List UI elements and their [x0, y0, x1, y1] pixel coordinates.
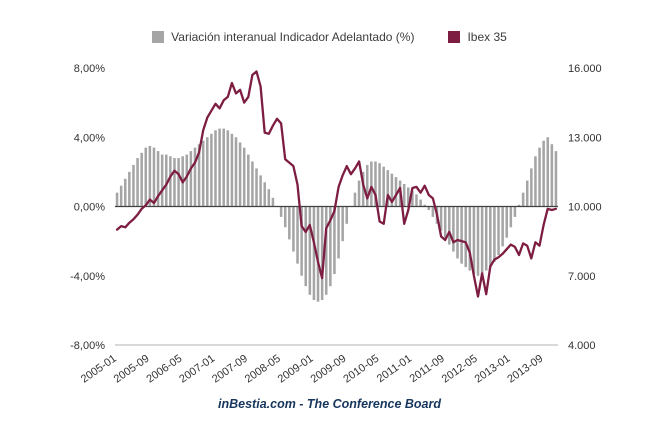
- svg-text:16.000: 16.000: [568, 63, 602, 75]
- legend-swatch-indicator-icon: [152, 31, 165, 43]
- svg-text:2009-01: 2009-01: [276, 353, 316, 386]
- svg-text:2013-09: 2013-09: [505, 353, 545, 386]
- svg-text:13.000: 13.000: [568, 132, 602, 144]
- legend-swatch-ibex-icon: [448, 31, 461, 43]
- svg-text:4.000: 4.000: [568, 340, 596, 352]
- svg-text:2010-05: 2010-05: [341, 353, 381, 386]
- legend-item-indicator: Variación interanual Indicador Adelantad…: [152, 30, 414, 44]
- svg-text:2008-05: 2008-05: [243, 353, 283, 386]
- svg-text:-4,00%: -4,00%: [70, 271, 105, 283]
- svg-text:0,00%: 0,00%: [74, 202, 105, 214]
- legend-label-indicator: Variación interanual Indicador Adelantad…: [171, 30, 415, 44]
- svg-text:2011-09: 2011-09: [408, 353, 447, 386]
- legend-label-ibex: Ibex 35: [467, 30, 507, 44]
- svg-text:2011-01: 2011-01: [375, 353, 414, 386]
- svg-text:-8,00%: -8,00%: [70, 340, 105, 352]
- chart-legend: Variación interanual Indicador Adelantad…: [0, 30, 659, 44]
- svg-text:2009-09: 2009-09: [309, 353, 349, 386]
- svg-text:2005-09: 2005-09: [112, 353, 152, 386]
- chart-footer: inBestia.com - The Conference Board: [218, 397, 441, 411]
- svg-text:4,00%: 4,00%: [74, 132, 105, 144]
- svg-text:2007-09: 2007-09: [210, 353, 250, 386]
- svg-text:7.000: 7.000: [568, 271, 596, 283]
- svg-text:2013-01: 2013-01: [473, 353, 513, 386]
- svg-text:2005-01: 2005-01: [79, 353, 119, 386]
- svg-text:10.000: 10.000: [568, 202, 602, 214]
- svg-text:2006-05: 2006-05: [144, 353, 184, 386]
- svg-text:2007-01: 2007-01: [177, 353, 217, 386]
- legend-item-ibex: Ibex 35: [448, 30, 507, 44]
- svg-text:2012-05: 2012-05: [440, 353, 480, 386]
- svg-text:8,00%: 8,00%: [74, 63, 105, 75]
